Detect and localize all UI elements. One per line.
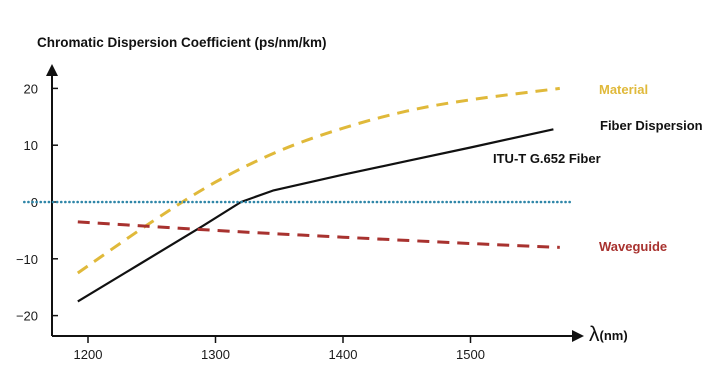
x-axis-arrow (572, 330, 584, 342)
x-axis-unit: (nm) (600, 328, 628, 343)
y-tick-label: 0 (31, 195, 38, 210)
y-axis-arrow (46, 64, 58, 76)
y-tick-label: −10 (16, 252, 38, 267)
y-axis-label: Chromatic Dispersion Coefficient (ps/nm/… (37, 35, 327, 50)
x-tick-label: 1200 (74, 347, 103, 362)
y-tick-label: 10 (24, 138, 38, 153)
series-lines (23, 86, 574, 303)
series-waveguide-line (77, 220, 560, 249)
annotation-itu-fiber: ITU-T G.652 Fiber (493, 151, 601, 166)
x-axis-label: λ(nm) (589, 323, 628, 346)
x-axis-symbol: λ (589, 323, 600, 346)
x-ticks: 1200 1300 1400 1500 (74, 336, 485, 362)
series-material-line (76, 86, 560, 275)
x-tick-label: 1500 (456, 347, 485, 362)
legend-material: Material (599, 82, 648, 97)
x-tick-label: 1300 (201, 347, 230, 362)
y-tick-label: 20 (24, 81, 38, 96)
y-ticks: 20 10 0 −10 −20 (16, 81, 58, 324)
legend-waveguide: Waveguide (599, 239, 667, 254)
series-fiber-dispersion-line (77, 128, 554, 303)
y-tick-label: −20 (16, 309, 38, 324)
x-tick-label: 1400 (329, 347, 358, 362)
legend-fiber-dispersion: Fiber Dispersion (600, 118, 703, 133)
